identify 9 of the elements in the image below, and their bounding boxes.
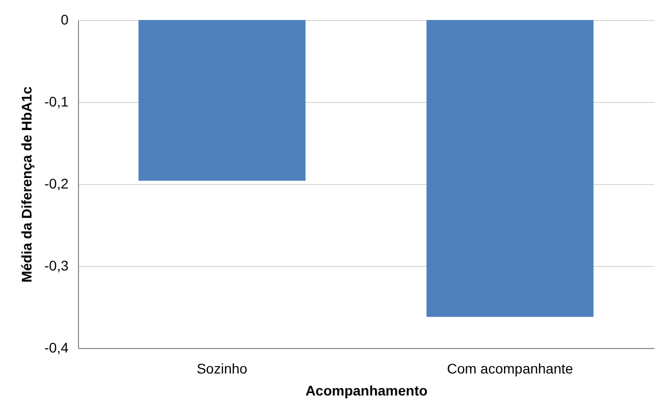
y-tick-label: -0,4	[44, 340, 69, 356]
y-tick-label: -0,3	[44, 258, 69, 274]
y-tick-label: 0	[60, 12, 69, 28]
y-axis-title: Média da Diferença de HbA1c	[18, 86, 34, 283]
y-tick-label: -0,1	[44, 94, 69, 110]
x-tick-label: Sozinho	[196, 360, 248, 376]
y-tick-label: -0,2	[44, 176, 69, 192]
x-tick-label: Com acompanhante	[446, 360, 574, 376]
x-axis-title: Acompanhamento	[305, 382, 428, 398]
